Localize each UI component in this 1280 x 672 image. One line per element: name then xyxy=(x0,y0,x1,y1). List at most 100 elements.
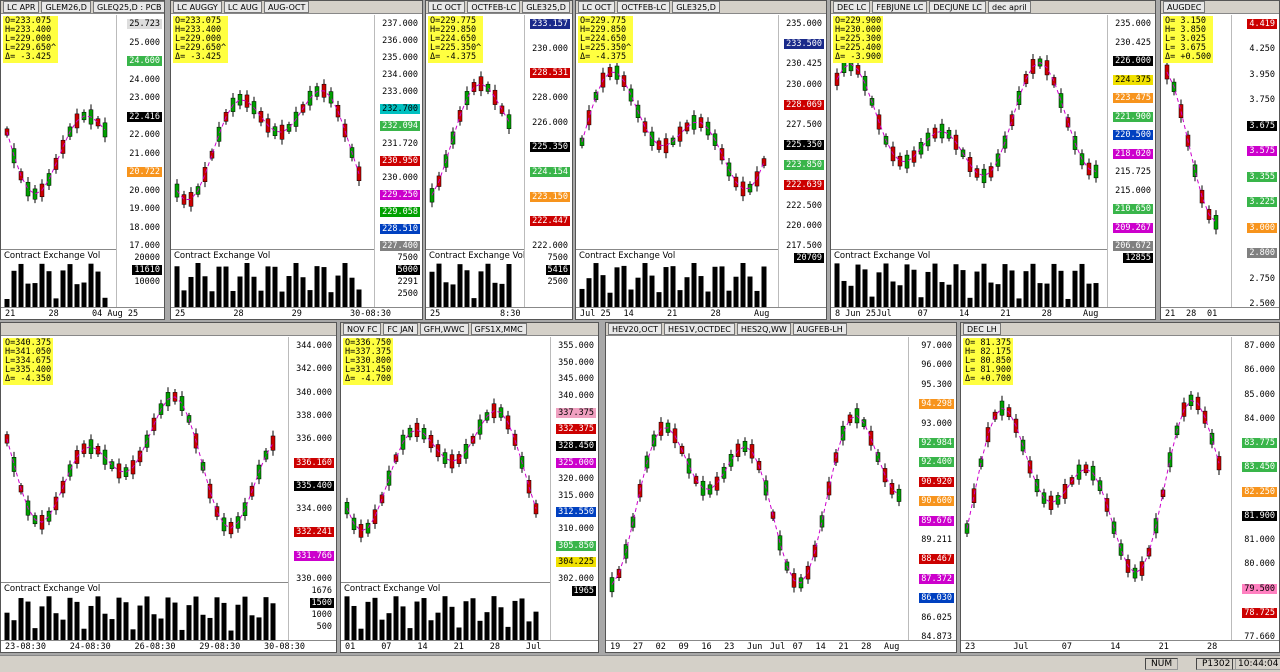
tab[interactable]: NOV FC xyxy=(343,323,382,335)
volume-bar xyxy=(911,269,917,307)
candle xyxy=(46,510,52,522)
date-label: 28 xyxy=(48,309,59,319)
price-label: 302.000 xyxy=(558,574,594,584)
volume-bar xyxy=(946,284,952,307)
volume-bar xyxy=(519,598,525,640)
volume-bar xyxy=(492,282,498,307)
candle xyxy=(386,470,392,486)
candle xyxy=(1216,456,1222,471)
volume-bar xyxy=(11,620,17,640)
candle xyxy=(81,443,87,454)
tab[interactable]: DECJUNE LC xyxy=(929,1,987,13)
chart-panel: LC OCT OCTFEB-LC GLE325,D Contract Exchange… xyxy=(575,0,827,320)
volume-bar xyxy=(228,630,234,640)
date-label: 14 xyxy=(417,642,428,652)
price-plot xyxy=(609,403,902,598)
volume-bar xyxy=(109,619,115,640)
candle xyxy=(971,488,977,503)
price-label: 334.000 xyxy=(296,504,332,515)
tab[interactable]: DEC LC xyxy=(833,1,871,13)
ohlc-line: L= 3.025 xyxy=(1165,34,1206,44)
candle xyxy=(749,444,755,459)
price-label: 21.000 xyxy=(129,148,160,159)
candle xyxy=(179,396,185,411)
volume-axis-label: 5000 xyxy=(395,265,420,275)
price-label: 86.025 xyxy=(921,612,952,623)
tab[interactable]: OCTFEB-LC xyxy=(467,1,521,13)
volume-pane: Contract Exchange Vol xyxy=(171,249,376,307)
volume-label: Contract Exchange Vol xyxy=(579,251,676,261)
chart-panel: AUGDEC O= 3.150 H= 3.850 L= 3.025 L= 3.675 Δ=… xyxy=(1160,0,1280,320)
price-label: 230.000 xyxy=(786,79,822,90)
tab[interactable]: dec april xyxy=(988,1,1031,13)
tab[interactable]: HEV20,OCT xyxy=(608,323,663,335)
volume-pane: Contract Exchange Vol xyxy=(341,582,552,640)
tab[interactable]: LC OCT xyxy=(578,1,616,13)
price-label: 226.000 xyxy=(1113,56,1153,66)
candle xyxy=(642,121,648,133)
ohlc-box: O=229.900 H=230.000 L=225.300 L=225.400 Δ= -… xyxy=(833,16,884,63)
price-label: 229.058 xyxy=(380,206,420,217)
date-label: Aug xyxy=(884,642,900,652)
tab[interactable]: DEC LH xyxy=(963,323,1001,335)
price-label: 87.000 xyxy=(1244,341,1275,351)
candle xyxy=(526,479,532,494)
tab[interactable]: AUGFEB-LH xyxy=(792,323,847,335)
candle xyxy=(663,138,669,154)
candle xyxy=(1058,93,1064,108)
tab[interactable]: LC OCT xyxy=(428,1,466,13)
tab[interactable]: GFS1X,MMC xyxy=(470,323,527,335)
ohlc-line: L=224.650 xyxy=(580,34,627,44)
price-label: 23.000 xyxy=(129,93,160,103)
volume-bar xyxy=(393,596,399,640)
tab[interactable]: GLEQ25,D : PCB xyxy=(92,1,164,13)
tab[interactable]: AUG-OCT xyxy=(263,1,310,13)
tab[interactable]: GFH,WWC xyxy=(419,323,469,335)
tab[interactable]: HES2Q,WW xyxy=(736,323,791,335)
ohlc-line: L=229.650^ xyxy=(5,43,57,53)
ohlc-line: Δ= -4.350 xyxy=(5,374,52,384)
tab[interactable]: LC AUGGY xyxy=(173,1,222,13)
price-plot xyxy=(1164,59,1219,235)
volume-pane: Contract Exchange Vol xyxy=(426,249,526,307)
volume-bar xyxy=(904,264,910,307)
tab[interactable]: GLE325,D xyxy=(522,1,570,13)
tab[interactable]: GLEM26,D xyxy=(41,1,91,13)
tab[interactable]: OCTFEB-LC xyxy=(617,1,671,13)
candle xyxy=(272,126,278,136)
ohlc-box: O=229.775 H=229.850 L=224.650 L=225.350^ Δ= … xyxy=(428,16,484,63)
candle xyxy=(939,123,945,139)
volume-bar xyxy=(512,600,518,640)
date-label: Aug xyxy=(1083,309,1099,319)
tab[interactable]: LC AUG xyxy=(223,1,262,13)
volume-bar xyxy=(442,596,448,640)
chart-panel: DEC LH O= 81.375 H= 82.175 L= 80.850 L= 81.9… xyxy=(960,322,1280,653)
price-label: 226.000 xyxy=(532,117,568,128)
volume-bar xyxy=(88,263,94,307)
ohlc-line: O=340.375 xyxy=(5,338,52,348)
candle xyxy=(456,454,462,464)
tab[interactable]: FEBJUNE LC xyxy=(872,1,928,13)
volume-bar xyxy=(890,281,896,307)
tab[interactable]: GLE325,D xyxy=(672,1,720,13)
volume-bar xyxy=(918,297,924,307)
volume-bar xyxy=(200,614,206,640)
price-label: 229.250 xyxy=(380,189,420,200)
ohlc-box: O=233.075 H=233.400 L=229.000 L=229.650^ Δ= … xyxy=(3,16,59,63)
volume-bar xyxy=(691,263,697,307)
date-label: 28 xyxy=(233,309,244,319)
tab[interactable]: FC JAN xyxy=(383,323,418,335)
price-label: 225.350 xyxy=(784,140,824,151)
volume-bar xyxy=(1065,298,1071,307)
tab[interactable]: LC APR xyxy=(3,1,40,13)
date-label: 23 xyxy=(965,642,976,652)
volume-bar xyxy=(876,272,882,307)
tab[interactable]: AUGDEC xyxy=(1163,1,1206,13)
candle xyxy=(512,433,518,446)
ohlc-line: O= 3.150 xyxy=(1165,16,1206,26)
ohlc-line: H=233.400 xyxy=(5,25,52,35)
tab[interactable]: HES1V,OCTDEC xyxy=(664,323,735,335)
volume-bar xyxy=(272,266,278,307)
candle xyxy=(1072,136,1078,150)
price-label: 335.400 xyxy=(294,480,334,491)
